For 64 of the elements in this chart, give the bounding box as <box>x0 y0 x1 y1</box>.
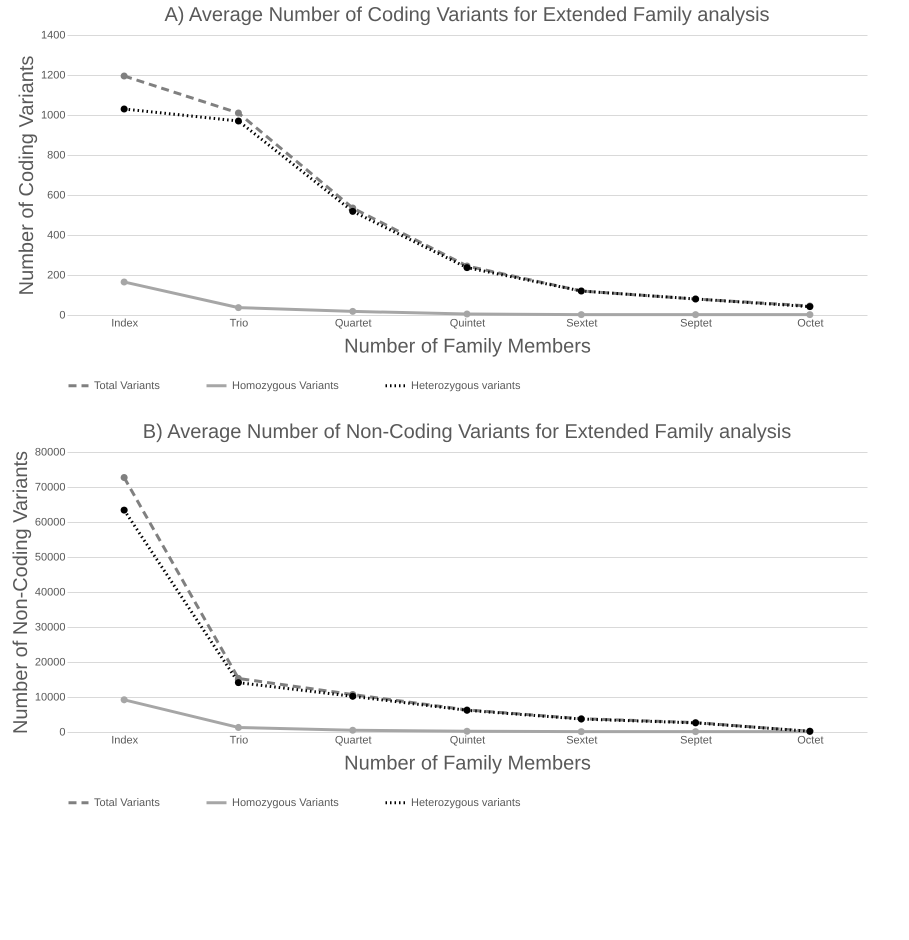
x-tick-label: Index <box>111 734 139 746</box>
point <box>120 696 128 704</box>
x-tick-label: Octet <box>797 318 824 330</box>
y-tick-label: 70000 <box>34 482 66 494</box>
x-tick-label: Septet <box>680 318 712 330</box>
x-tick-label: Quintet <box>450 318 486 330</box>
x-tick-label: Trio <box>230 318 248 330</box>
x-axis-title: Number of Family Members <box>344 752 591 774</box>
y-tick-label: 10000 <box>34 692 66 704</box>
legend-label: Heterozygous variants <box>411 380 521 392</box>
point <box>120 72 128 80</box>
point <box>234 304 242 312</box>
y-tick-label: 0 <box>59 726 66 738</box>
y-axis-title: Number of Non-Coding Variants <box>10 450 32 734</box>
y-tick-label: 30000 <box>34 622 66 634</box>
y-tick-label: 1200 <box>41 70 66 82</box>
point <box>692 311 700 318</box>
chart-title: A) Average Number of Coding Variants for Extended Family analysis <box>164 4 770 26</box>
point <box>463 728 471 735</box>
x-tick-label: Trio <box>230 734 248 746</box>
x-axis-title: Number of Family Members <box>344 336 591 358</box>
y-tick-label: 50000 <box>34 552 66 564</box>
point <box>463 310 471 318</box>
point <box>349 308 356 315</box>
y-tick-label: 60000 <box>34 516 66 528</box>
point <box>578 728 585 736</box>
y-tick-label: 400 <box>47 230 66 242</box>
y-tick-label: 1400 <box>41 30 66 42</box>
point <box>120 105 128 113</box>
legend-label: Homozygous Variants <box>232 796 340 809</box>
y-tick-label: 20000 <box>34 656 66 668</box>
y-tick-label: 600 <box>47 190 66 202</box>
x-tick-label: Quartet <box>334 734 372 746</box>
x-tick-label: Sextet <box>566 734 598 746</box>
chart-title: B) Average Number of Non-Coding Variants for Extended Family analysis <box>142 421 792 443</box>
point <box>692 728 700 736</box>
y-tick-label: 0 <box>59 310 66 322</box>
point <box>234 109 242 117</box>
y-tick-label: 1000 <box>41 110 66 122</box>
y-tick-label: 200 <box>47 270 66 282</box>
y-axis-title: Number of Coding Variants <box>16 56 38 296</box>
x-tick-label: Sextet <box>566 318 598 330</box>
y-tick-label: 80000 <box>34 446 66 458</box>
x-tick-label: Quartet <box>334 318 372 330</box>
legend-label: Heterozygous variants <box>411 796 521 809</box>
point <box>349 726 356 734</box>
point <box>234 724 242 731</box>
legend-label: Homozygous Variants <box>232 380 340 392</box>
point <box>349 208 356 215</box>
y-tick-label: 40000 <box>34 586 66 598</box>
legend-label: Total Variants <box>94 380 160 392</box>
x-tick-label: Quintet <box>450 734 486 746</box>
point <box>120 506 128 514</box>
x-tick-label: Index <box>111 318 139 330</box>
point <box>234 117 242 125</box>
x-tick-label: Octet <box>797 734 824 746</box>
point <box>234 679 242 686</box>
legend-label: Total Variants <box>94 796 160 809</box>
point <box>578 311 585 318</box>
point <box>806 311 814 318</box>
y-tick-label: 800 <box>47 150 66 162</box>
point <box>120 278 128 286</box>
x-tick-label: Septet <box>680 734 712 746</box>
point <box>120 474 128 482</box>
